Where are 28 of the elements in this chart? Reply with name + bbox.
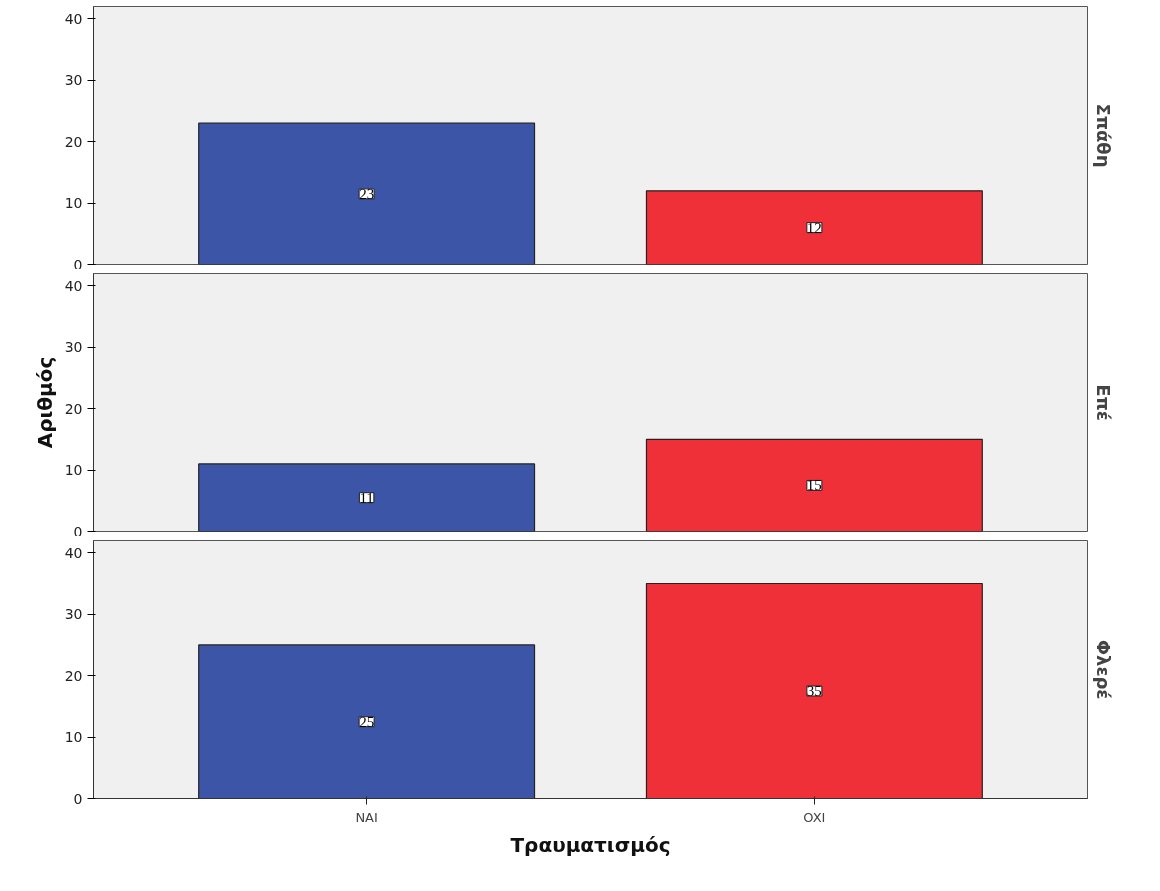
y-tick-label: 30 (64, 339, 83, 356)
y-tick-label: 10 (64, 462, 83, 479)
y-tick-label: 40 (64, 10, 83, 27)
y-axis-title: Αριθμός (32, 356, 57, 449)
y-tick-label: 20 (64, 133, 83, 150)
y-tick-label: 10 (64, 195, 83, 212)
y-tick-label: 30 (64, 72, 83, 89)
y-tick-label: 20 (64, 400, 83, 417)
data-label: 23 (359, 185, 375, 202)
y-tick-label: 0 (73, 256, 83, 273)
text: Φλερέ (1092, 639, 1114, 700)
y-tick-label: 20 (64, 667, 83, 684)
text: Σπάθη (1092, 103, 1114, 168)
x-axis-title: Τραυματισμός (510, 832, 671, 857)
y-tick-label: 40 (64, 544, 83, 561)
text: Επέ (1092, 384, 1114, 421)
data-label: 12 (806, 219, 822, 236)
data-label: 25 (359, 713, 375, 730)
y-tick-label: 0 (73, 790, 83, 807)
y-tick-label: 0 (73, 523, 83, 540)
y-tick-label: 30 (64, 606, 83, 623)
y-tick-label: 10 (64, 729, 83, 746)
data-label: 11 (359, 489, 374, 506)
x-tick-label: NAI (355, 809, 378, 825)
data-label: 35 (806, 683, 822, 699)
y-tick-label: 40 (64, 277, 83, 294)
x-tick-label: OXI (803, 809, 826, 825)
data-label: 15 (806, 477, 822, 494)
